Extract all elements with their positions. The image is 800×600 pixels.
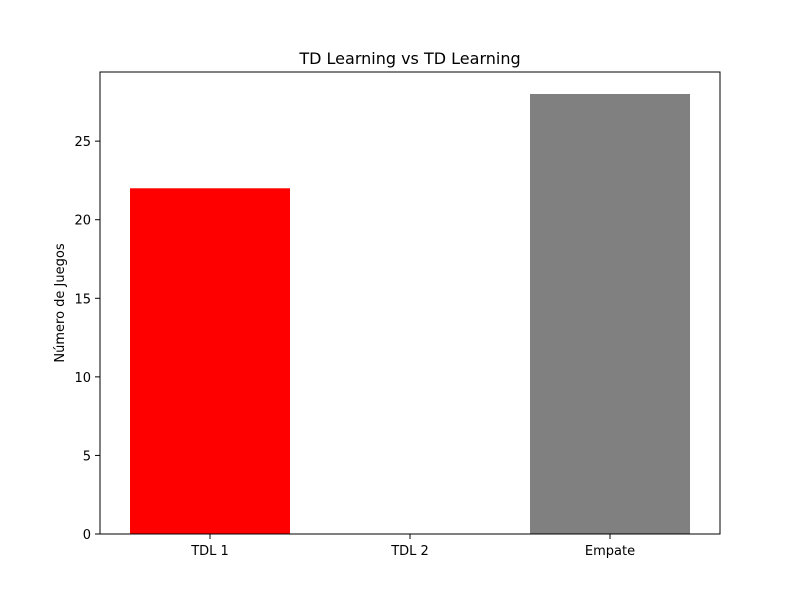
- y-axis: 0 5 10 15 20 25: [74, 135, 100, 543]
- x-tick-label: TDL 2: [390, 544, 429, 559]
- y-tick-label: 20: [74, 214, 91, 229]
- bar-tdl-1: [130, 188, 290, 535]
- bar-empate: [530, 94, 690, 534]
- bars-group: [130, 94, 690, 535]
- x-tick-label: TDL 1: [190, 544, 229, 559]
- y-tick-label: 10: [74, 371, 91, 386]
- y-tick-label: 25: [74, 135, 91, 150]
- x-tick-label: Empate: [585, 544, 635, 559]
- y-axis-label: Número de Juegos: [53, 243, 68, 362]
- y-tick-label: 5: [83, 449, 91, 464]
- y-tick-label: 15: [74, 292, 91, 307]
- x-axis: TDL 1 TDL 2 Empate: [190, 534, 635, 559]
- chart-title: TD Learning vs TD Learning: [298, 49, 520, 68]
- y-tick-label: 0: [83, 528, 91, 543]
